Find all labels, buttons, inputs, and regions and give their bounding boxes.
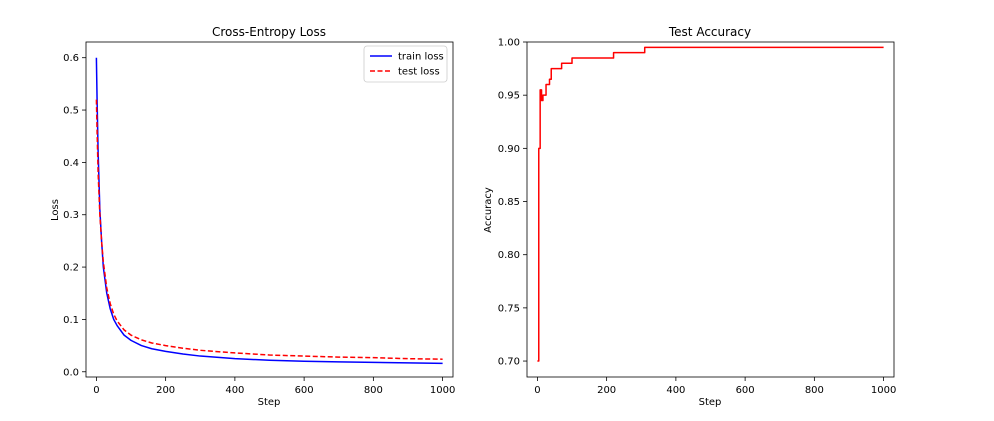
accuracy-y-tick-label-0: 0.70	[498, 357, 520, 368]
loss-x-axis-label: Step	[258, 397, 281, 408]
legend-test-label: test loss	[398, 67, 440, 78]
loss-y-tick-label-1: 0.1	[63, 315, 79, 326]
loss-y-axis-label: Loss	[50, 199, 61, 221]
accuracy-y-tick-label-3: 0.85	[498, 197, 520, 208]
accuracy-y-tick-label-1: 0.75	[498, 303, 520, 314]
accuracy-y-axis-label: Accuracy	[483, 187, 494, 233]
loss-y-tick-label-6: 0.6	[63, 53, 79, 64]
accuracy-x-tick-label-0: 0	[534, 385, 540, 396]
loss-x-tick-label-0: 0	[93, 385, 99, 396]
loss-series-line-0	[95, 57, 443, 365]
loss-legend: train loss test loss	[363, 45, 448, 83]
loss-y-tick-label-5: 0.5	[63, 106, 79, 117]
accuracy-x-tick-label-4: 800	[805, 385, 824, 396]
loss-legend-box	[363, 45, 448, 83]
accuracy-y-tick-label-6: 1.00	[498, 38, 520, 49]
accuracy-x-tick-label-3: 600	[736, 385, 755, 396]
loss-series-line-1	[95, 99, 443, 360]
accuracy-chart: Test Accuracy 0 200 400 600 800 1000 0.70 0.75 0…	[483, 25, 896, 408]
loss-x-tick-label-4: 800	[364, 385, 383, 396]
loss-y-tick-label-4: 0.4	[63, 158, 79, 169]
loss-x-tick-label-2: 400	[225, 385, 244, 396]
loss-chart-title: Cross-Entropy Loss	[212, 25, 326, 39]
loss-x-tick-label-1: 200	[156, 385, 175, 396]
accuracy-x-tick-label-2: 400	[666, 385, 685, 396]
loss-axes-frame	[85, 41, 454, 378]
accuracy-y-tick-label-4: 0.90	[498, 144, 520, 155]
legend-train-label: train loss	[398, 52, 444, 63]
accuracy-x-axis-label: Step	[699, 397, 722, 408]
loss-y-tick-label-0: 0.0	[63, 367, 79, 378]
accuracy-y-tick-label-2: 0.80	[498, 250, 520, 261]
loss-y-tick-label-2: 0.2	[63, 263, 79, 274]
loss-y-tick-label-3: 0.3	[63, 210, 79, 221]
loss-x-tick-label-3: 600	[295, 385, 314, 396]
loss-x-tick-label-5: 1000	[430, 385, 455, 396]
accuracy-x-tick-label-5: 1000	[871, 385, 896, 396]
accuracy-chart-title: Test Accuracy	[668, 25, 751, 39]
accuracy-series-line-0	[537, 46, 884, 362]
accuracy-axes-frame	[526, 41, 895, 378]
accuracy-x-tick-label-1: 200	[597, 385, 616, 396]
accuracy-y-tick-label-5: 0.95	[498, 91, 520, 102]
loss-chart: Cross-Entropy Loss 0 200 400 600 800 1000 0.0 0…	[50, 25, 455, 408]
